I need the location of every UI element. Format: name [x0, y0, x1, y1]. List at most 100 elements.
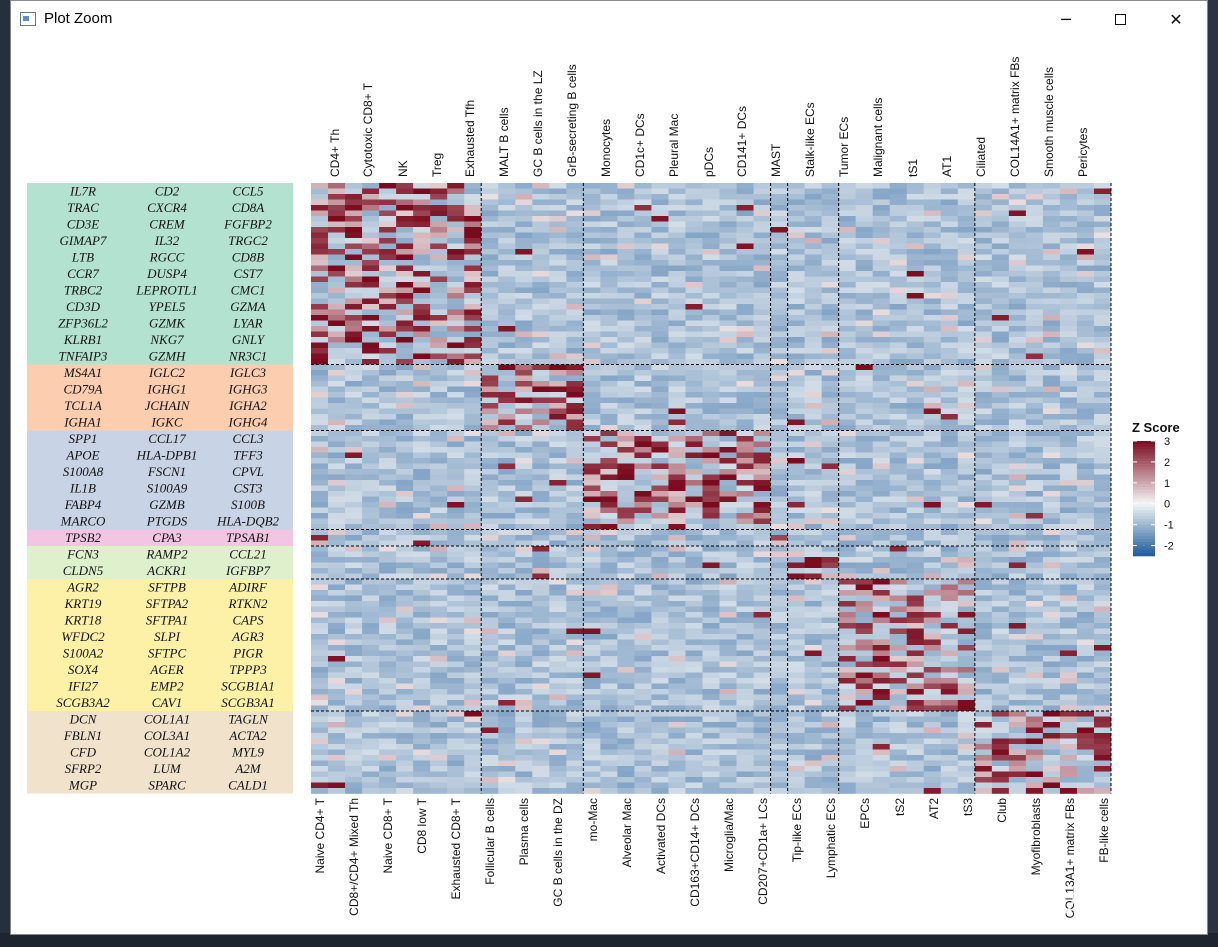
heat-cell	[991, 216, 1010, 222]
heat-cell	[311, 364, 329, 371]
close-button[interactable]: ✕	[1169, 10, 1183, 29]
heat-cell	[311, 210, 329, 217]
heat-cell	[1076, 458, 1095, 464]
heat-cell	[362, 645, 380, 651]
heat-cell	[396, 447, 414, 453]
heat-cell	[923, 524, 942, 530]
heat-cell	[753, 694, 771, 701]
heat-cell	[1059, 496, 1078, 503]
heat-cell	[328, 265, 346, 272]
heat-cell	[702, 194, 720, 200]
heat-cell	[515, 298, 533, 305]
heat-cell	[617, 249, 635, 255]
heat-cell	[566, 722, 584, 728]
heat-cell	[634, 337, 652, 343]
heat-cell	[991, 733, 1010, 739]
heat-cell	[566, 612, 584, 618]
heat-cell	[515, 463, 533, 470]
heat-cell	[906, 392, 925, 398]
heat-cell	[311, 293, 329, 299]
title-bar[interactable]: Plot Zoom ─ ✕	[11, 1, 1207, 37]
heat-cell	[872, 298, 891, 305]
heat-cell	[634, 557, 652, 563]
heat-cell	[634, 243, 652, 250]
heat-cell	[1025, 650, 1044, 657]
heat-cell	[1025, 232, 1044, 239]
heat-cell	[651, 232, 669, 239]
heat-cell	[430, 601, 448, 607]
heat-cell	[447, 364, 465, 371]
maximize-button[interactable]	[1097, 7, 1143, 33]
heat-cell	[1025, 628, 1044, 635]
heat-cell	[532, 628, 550, 635]
heat-cell	[1008, 738, 1027, 745]
heat-cell	[379, 650, 397, 657]
gene-label: CCL3	[232, 431, 264, 446]
gene-label: KRT18	[64, 613, 102, 628]
heat-cell	[634, 381, 652, 387]
heat-cell	[566, 694, 584, 701]
minimize-button[interactable]: ─	[1061, 10, 1071, 29]
heat-cell	[583, 628, 601, 635]
heat-cell	[1093, 595, 1112, 602]
gene-label: RGCC	[149, 250, 185, 265]
heat-cell	[617, 744, 635, 750]
heat-cell	[464, 199, 482, 206]
heat-cell	[549, 661, 567, 668]
heat-cell	[821, 210, 839, 217]
heat-cell	[736, 491, 754, 497]
heat-cell	[991, 694, 1010, 701]
heat-cell	[923, 216, 942, 222]
heat-cell	[770, 419, 788, 426]
heat-cell	[906, 436, 925, 442]
gene-label: IGHA2	[228, 398, 267, 413]
heat-cell	[345, 584, 363, 591]
heat-cell	[430, 458, 448, 464]
heat-cell	[634, 551, 652, 558]
heat-cell	[668, 260, 686, 266]
heat-cell	[940, 513, 959, 519]
heat-cell	[957, 260, 976, 266]
heat-cell	[583, 623, 601, 629]
heat-cell	[787, 238, 805, 244]
heat-cell	[430, 210, 448, 217]
heat-cell	[872, 480, 891, 486]
heat-cell	[719, 518, 737, 525]
heat-cell	[1008, 469, 1027, 475]
heat-cell	[1008, 194, 1027, 200]
heat-cell	[498, 661, 516, 668]
heat-cell	[1093, 227, 1112, 233]
heat-cell	[685, 650, 703, 657]
heat-cell	[991, 408, 1010, 415]
heat-cell	[906, 293, 925, 299]
heat-cell	[889, 535, 908, 541]
heat-cell	[651, 551, 669, 558]
heat-cell	[974, 309, 993, 316]
heat-cell	[532, 271, 550, 277]
heat-cell	[855, 595, 873, 602]
heat-cell	[617, 381, 635, 387]
heat-cell	[430, 216, 448, 222]
heat-cell	[872, 634, 891, 640]
heat-cell	[583, 271, 601, 277]
heat-cell	[906, 661, 925, 668]
heat-cell	[702, 480, 720, 486]
heat-cell	[668, 425, 686, 431]
heat-cell	[362, 199, 380, 206]
heat-cell	[889, 496, 908, 503]
heat-cell	[719, 414, 737, 420]
heat-cell	[1025, 716, 1044, 723]
heat-cell	[974, 738, 993, 745]
heat-cell	[940, 205, 959, 211]
heat-cell	[855, 458, 873, 464]
heat-cell	[753, 711, 771, 717]
heat-cell	[668, 403, 686, 409]
heat-cell	[719, 370, 737, 376]
heat-cell	[345, 315, 363, 321]
heat-cell	[753, 227, 771, 233]
heat-cell	[736, 689, 754, 695]
heat-cell	[617, 348, 635, 354]
heat-cell	[328, 430, 346, 437]
heat-cell	[804, 546, 822, 552]
heat-cell	[804, 381, 822, 387]
